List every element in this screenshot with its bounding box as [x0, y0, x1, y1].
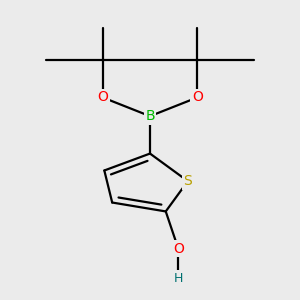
- Text: O: O: [97, 91, 108, 104]
- Text: O: O: [173, 242, 184, 256]
- Text: S: S: [183, 174, 192, 188]
- Text: B: B: [145, 109, 155, 123]
- Text: O: O: [192, 91, 203, 104]
- Text: H: H: [174, 272, 183, 285]
